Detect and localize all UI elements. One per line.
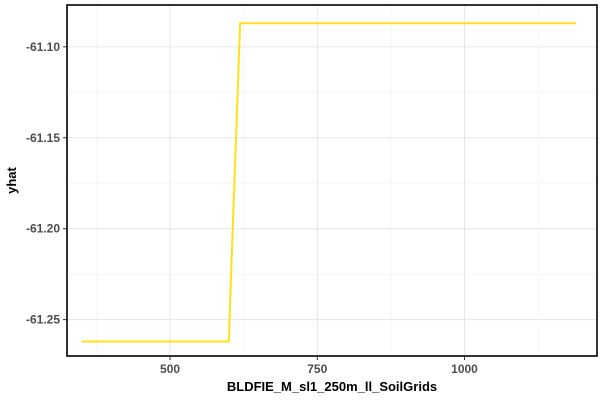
x-axis: 500 750 1000 <box>160 356 478 376</box>
y-axis-title: yhat <box>4 166 19 193</box>
y-tick-label: -61.15 <box>26 131 60 145</box>
y-tick-label: -61.10 <box>26 40 60 54</box>
x-axis-title: BLDFIE_M_sl1_250m_ll_SoilGrids <box>227 379 437 394</box>
x-tick-label: 500 <box>160 362 180 376</box>
panel-border <box>66 4 598 357</box>
x-tick-label: 750 <box>307 362 327 376</box>
y-tick-label: -61.20 <box>26 222 60 236</box>
y-axis: -61.25 -61.20 -61.15 -61.10 <box>26 40 67 327</box>
minor-grid <box>67 5 597 356</box>
series-layer <box>81 22 577 343</box>
major-grid <box>67 5 597 356</box>
y-tick-label: -61.25 <box>26 313 60 327</box>
x-tick-label: 1000 <box>451 362 478 376</box>
series-line <box>81 22 577 343</box>
